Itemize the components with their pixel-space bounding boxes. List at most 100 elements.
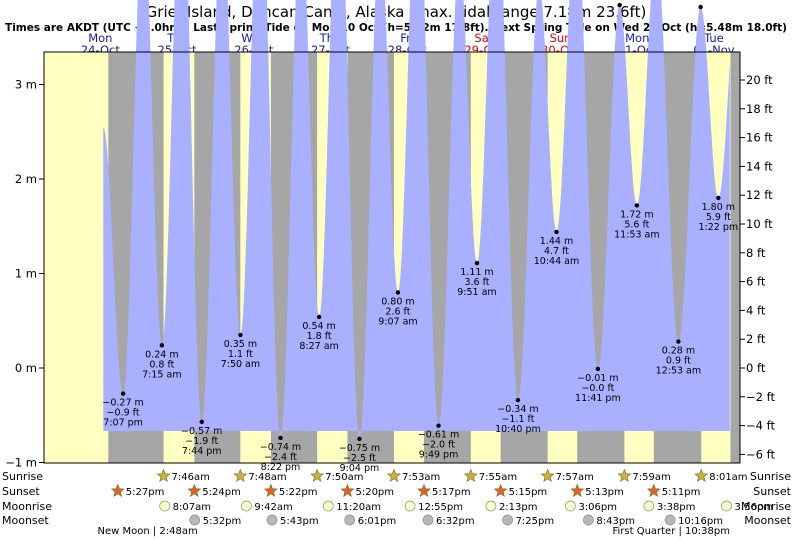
- extreme-m: 1.72 m: [620, 209, 653, 220]
- sunset-icon: [570, 483, 585, 497]
- sunrise-time: 7:50am: [325, 472, 363, 483]
- extreme-m: −0.57 m: [181, 426, 222, 437]
- sunrise-time: 8:01am: [709, 472, 747, 483]
- day-header-dow: Mon: [625, 31, 649, 45]
- moonset-time: 5:32pm: [203, 516, 242, 527]
- extreme-point: [357, 436, 362, 442]
- moonset-time: 10:16pm: [678, 516, 723, 527]
- moonrise-icon: [241, 500, 252, 512]
- extreme-point: [436, 423, 441, 428]
- extreme-m: −0.01 m: [577, 373, 618, 384]
- moonrise-icon: [643, 500, 655, 512]
- sunrise-icon: [617, 468, 632, 482]
- sunrise-time: 7:59am: [632, 472, 670, 483]
- sunset-icon: [417, 483, 431, 497]
- extreme-m: 0.35 m: [224, 339, 257, 350]
- moonset-icon: [422, 514, 434, 526]
- extreme-time: 8:22 pm: [261, 462, 301, 473]
- extreme-ft: −2.4 ft: [264, 452, 297, 463]
- right-axis-feet: 20 ft 18 ft 16 ft 14 ft 12 ft 10 ft 8 ft 6 ft 4 …: [740, 73, 775, 461]
- extreme-m: 1.44 m: [540, 236, 573, 247]
- extreme-point: [278, 435, 283, 441]
- tide-area: [103, 0, 730, 439]
- moonrise-icon: [322, 500, 334, 512]
- extreme-point: [698, 4, 703, 10]
- extreme-ft: 1.8 ft: [307, 331, 332, 342]
- extreme-point: [120, 391, 126, 396]
- row-label-right: Moonset: [744, 514, 791, 527]
- extreme-ft: 2.6 ft: [385, 306, 410, 317]
- right-tick-label: 18 ft: [746, 102, 773, 116]
- day-header-dow: Tue: [703, 31, 724, 45]
- extreme-point: [199, 419, 204, 425]
- left-tick-label: 1 m: [15, 267, 37, 281]
- right-tick-label: −6 ft: [746, 447, 775, 461]
- sunrise-time: 7:53am: [402, 472, 440, 483]
- sunrise-icon: [233, 468, 248, 482]
- right-tick-label: 10 ft: [746, 217, 773, 231]
- extreme-m: 1.11 m: [460, 267, 493, 278]
- sunset-time: 5:20pm: [355, 487, 394, 498]
- extreme-point: [634, 203, 640, 208]
- tide-extremes: −0.27 m−0.9 ft7:07 pm1:27 am15.8 ft4.81 …: [102, 0, 738, 474]
- sunset-icon: [263, 483, 278, 497]
- extreme-m: −0.74 m: [260, 442, 301, 453]
- sunset-icon: [646, 483, 661, 497]
- sunset-icon: [110, 483, 125, 497]
- moonset-time: 5:43pm: [280, 516, 319, 527]
- moonrise-time: 12:55pm: [418, 502, 463, 513]
- moonset-icon: [583, 514, 594, 526]
- sunset-time: 5:13pm: [585, 487, 624, 498]
- moonset-icon: [189, 514, 201, 526]
- extreme-ft: 0.9 ft: [666, 356, 691, 367]
- left-tick-label: 2 m: [15, 172, 37, 186]
- row-label-left: Sunrise: [2, 470, 43, 483]
- moon-phase-label: First Quarter | 10:38pm: [612, 526, 730, 537]
- moonset-time: 8:43pm: [596, 516, 635, 527]
- moonset-icon: [664, 514, 676, 526]
- extreme-time: 12:53 am: [656, 366, 701, 377]
- extreme-ft: −0.9 ft: [107, 408, 140, 419]
- day-header-dow: Mon: [88, 31, 112, 45]
- row-label-right: Moonrise: [741, 500, 791, 513]
- moonset-icon: [266, 514, 278, 526]
- sunset-time: 5:11pm: [662, 487, 701, 498]
- sunrise-time: 7:48am: [248, 472, 286, 483]
- extreme-time: 8:27 am: [299, 341, 338, 352]
- extreme-point: [159, 343, 165, 348]
- extreme-ft: 4.7 ft: [544, 246, 569, 257]
- extreme-time: 10:40 pm: [495, 424, 541, 435]
- moonrise-time: 11:20am: [336, 502, 381, 513]
- moonset-icon: [502, 514, 513, 526]
- right-tick-label: 0 ft: [746, 361, 766, 375]
- sunset-time: 5:17pm: [432, 487, 471, 498]
- extreme-time: 1:22 pm: [699, 222, 739, 233]
- extreme-time: 9:04 pm: [340, 463, 380, 474]
- right-tick-label: 16 ft: [746, 131, 773, 145]
- sunrise-icon: [387, 468, 401, 482]
- extreme-ft: −0.0 ft: [581, 383, 614, 394]
- moonrise-icon: [721, 500, 732, 512]
- moonset-time: 6:32pm: [436, 516, 475, 527]
- sunrise-time: 7:46am: [172, 472, 210, 483]
- left-axis-metres: 6 m5 m4 m3 m2 m1 m0 m−1 m−2 m: [5, 78, 44, 470]
- sunset-time: 5:22pm: [279, 487, 318, 498]
- extreme-m: 1.80 m: [702, 202, 735, 213]
- right-tick-label: 20 ft: [746, 73, 773, 87]
- right-tick-label: −4 ft: [746, 419, 775, 433]
- right-tick-label: −2 ft: [746, 390, 775, 404]
- row-label-left: Sunset: [2, 485, 40, 498]
- extreme-time: 7:15 am: [142, 369, 181, 380]
- moonrise-icon: [485, 500, 497, 512]
- extreme-ft: −1.9 ft: [185, 436, 218, 447]
- row-label-right: Sunrise: [750, 470, 791, 483]
- sunrise-time: 7:55am: [479, 472, 517, 483]
- extreme-m: 3.82 m: [684, 0, 717, 2]
- extreme-time: 11:41 pm: [575, 393, 621, 404]
- extreme-m: 0.80 m: [381, 296, 414, 307]
- right-tick-label: 4 ft: [746, 303, 766, 317]
- right-tick-label: 6 ft: [746, 275, 766, 289]
- moonrise-icon: [565, 500, 576, 512]
